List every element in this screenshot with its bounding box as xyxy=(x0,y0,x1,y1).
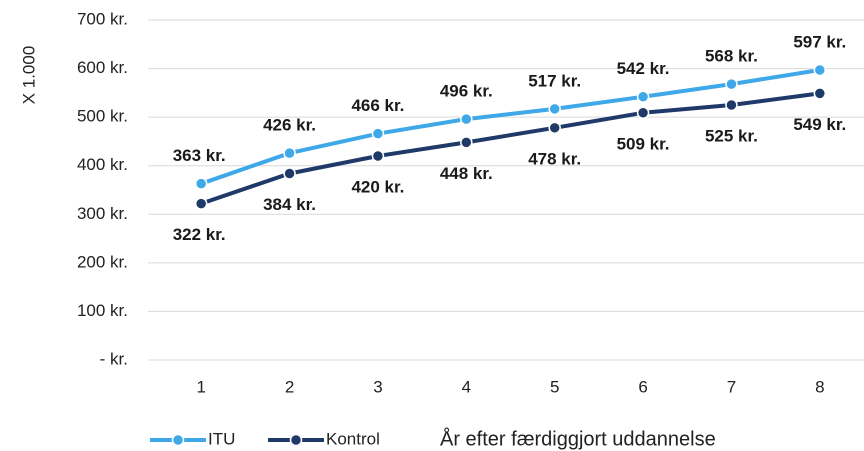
y-tick-label: 400 kr. xyxy=(77,155,128,174)
y-tick-label: 700 kr. xyxy=(77,9,128,28)
point xyxy=(283,146,296,160)
data-label: 363 kr. xyxy=(173,146,226,165)
point xyxy=(813,87,827,100)
data-label: 542 kr. xyxy=(617,59,670,78)
data-label: 322 kr. xyxy=(173,225,226,244)
point xyxy=(371,149,385,163)
x-tick-label: 6 xyxy=(638,377,647,396)
x-tick-label: 8 xyxy=(815,377,824,396)
legend-marker xyxy=(289,433,303,447)
data-label: 426 kr. xyxy=(263,116,316,135)
x-tick-label: 3 xyxy=(373,377,382,396)
series-line xyxy=(200,68,821,186)
point xyxy=(636,106,650,120)
data-label: 420 kr. xyxy=(351,177,404,196)
data-label: 448 kr. xyxy=(440,164,493,183)
point xyxy=(460,136,473,149)
point xyxy=(725,98,738,112)
x-tick-label: 4 xyxy=(462,377,471,396)
point xyxy=(460,112,473,126)
point xyxy=(283,167,296,180)
point xyxy=(371,127,385,140)
point xyxy=(548,102,561,116)
point xyxy=(725,77,738,91)
y-tick-label: 300 kr. xyxy=(77,204,128,223)
data-label: 517 kr. xyxy=(528,71,581,90)
y-tick-label: 100 kr. xyxy=(77,301,128,320)
y-tick-label: - kr. xyxy=(100,349,128,368)
point xyxy=(813,63,827,77)
data-label: 496 kr. xyxy=(440,82,493,101)
y-tick-label: 600 kr. xyxy=(77,58,128,77)
x-tick-label: 7 xyxy=(727,377,736,396)
point xyxy=(636,90,650,103)
data-label: 384 kr. xyxy=(263,195,316,214)
y-tick-label: 500 kr. xyxy=(77,107,128,126)
point xyxy=(548,121,561,135)
x-tick-label: 5 xyxy=(550,377,559,396)
data-label: 466 kr. xyxy=(351,96,404,115)
series-line xyxy=(200,91,821,206)
y-tick-label: 200 kr. xyxy=(77,252,128,271)
x-axis-title: År efter færdiggjort uddannelse xyxy=(440,427,716,450)
data-label: 549 kr. xyxy=(793,115,846,134)
data-label: 509 kr. xyxy=(617,134,670,153)
point xyxy=(194,197,208,210)
x-tick-label: 1 xyxy=(196,377,205,396)
point xyxy=(194,177,208,190)
y-axis-title: X 1.000 xyxy=(19,46,38,105)
data-label: 568 kr. xyxy=(705,47,758,66)
data-label: 478 kr. xyxy=(528,149,581,168)
legend-label: ITU xyxy=(208,429,235,448)
legend-marker xyxy=(171,433,185,447)
data-label: 525 kr. xyxy=(705,126,758,145)
legend-label: Kontrol xyxy=(326,429,380,448)
data-label: 597 kr. xyxy=(793,33,846,52)
x-tick-label: 2 xyxy=(285,377,294,396)
